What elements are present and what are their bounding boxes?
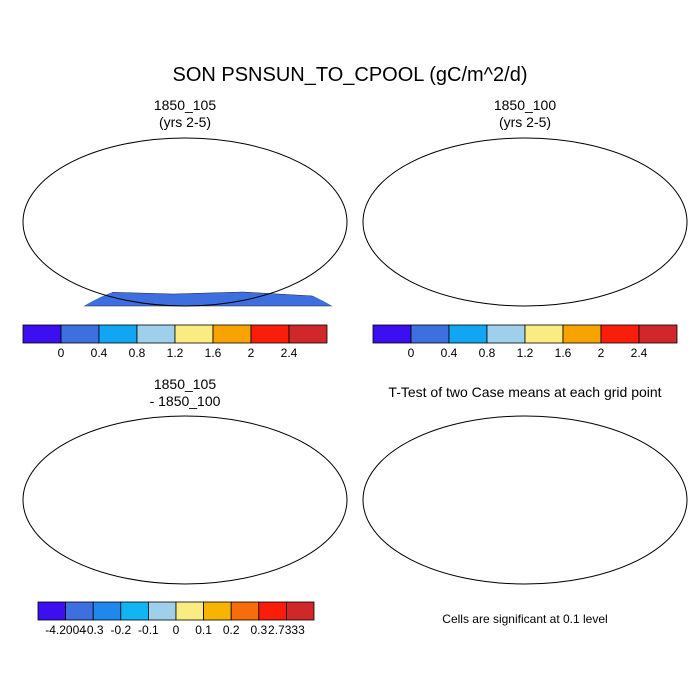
map-1-background — [23, 138, 347, 306]
colorbar-3-tick-label: 0.3 — [250, 623, 267, 637]
figure-title: SON PSNSUN_TO_CPOOL (gC/m^2/d) — [172, 64, 528, 86]
colorbar-1-swatch-4 — [174, 324, 214, 344]
colorbar-3-swatch-5 — [175, 601, 205, 621]
colorbar-3-tick-label: -0.1 — [138, 623, 159, 637]
antarctica — [46, 291, 344, 307]
colorbar-2-tick-label: 2.4 — [631, 346, 648, 360]
colorbar-3-swatch-8 — [258, 601, 287, 621]
colorbar-1-tick-label: 2 — [248, 346, 255, 360]
map-panel-3 — [22, 415, 348, 585]
colorbar-3-swatch-3 — [120, 601, 149, 621]
colorbar-3-tick-label: 2.7333 — [268, 623, 305, 637]
map-panel-2 — [362, 137, 688, 307]
colorbar-2-tick-label: 0 — [408, 346, 415, 360]
colorbar-2-tick-label: 0.8 — [479, 346, 496, 360]
colorbar-2-swatch-7 — [638, 324, 678, 344]
map-panel-4 — [362, 415, 688, 585]
map-1-outline — [22, 137, 348, 307]
panel-3-title: 1850_105 - 1850_100 — [20, 376, 350, 410]
map-3-background — [23, 416, 347, 584]
colorbar-1-tick-label: 2.4 — [281, 346, 298, 360]
map-4-outline — [362, 415, 688, 585]
colorbar-2-swatch-5 — [562, 324, 602, 344]
colorbar-1-swatch-0 — [22, 324, 62, 344]
colorbar-2-tick-label: 2 — [598, 346, 605, 360]
colorbar-1-tick-label: 0 — [58, 346, 65, 360]
colorbar-3-tick-label: -0.3 — [83, 623, 104, 637]
colorbar-3-tick-label: 0.1 — [195, 623, 212, 637]
colorbar-3-swatch-6 — [203, 601, 232, 621]
colorbar-1-swatch-7 — [288, 324, 328, 344]
map-4-background — [363, 416, 687, 584]
colorbar-panel-1: 0 0.4 0.8 1.2 1.6 2 2.4 — [22, 324, 328, 360]
colorbar-3-swatch-2 — [92, 601, 122, 621]
colorbar-3-tick-label: -0.2 — [110, 623, 131, 637]
colorbar-1-tick-label: 1.2 — [167, 346, 184, 360]
map-2-outline — [362, 137, 688, 307]
colorbar-2-tick-label: 1.2 — [517, 346, 534, 360]
panel-1-title: 1850_105 (yrs 2-5) — [20, 97, 350, 131]
panel-1-title-line2: (yrs 2-5) — [158, 114, 212, 130]
colorbar-2-swatch-6 — [600, 324, 640, 344]
panel-2-title-line1: 1850_100 — [493, 97, 557, 113]
colorbar-1-swatch-3 — [136, 324, 176, 344]
colorbar-difference: -4.2004-0.3 -0.2 -0.1 0 0.1 0.2 0.3 2.7333 — [37, 601, 315, 637]
colorbar-panel-2: 0 0.4 0.8 1.2 1.6 2 2.4 — [372, 324, 678, 360]
panel-2-title: 1850_100 (yrs 2-5) — [360, 97, 690, 131]
colorbar-1-tick-label: 0.4 — [91, 346, 108, 360]
panel-3-title-line2: - 1850_100 — [149, 393, 221, 409]
significant-cell — [618, 426, 620, 428]
colorbar-1-tick-label: 0.8 — [129, 346, 146, 360]
colorbar-3-tick-label: -4.2004 — [45, 623, 86, 637]
colorbar-1-tick-label: 1.6 — [205, 346, 222, 360]
colorbar-3-swatch-0 — [37, 601, 67, 621]
significance-note: Cells are significant at 0.1 level — [442, 612, 608, 626]
colorbar-3-swatch-1 — [65, 601, 94, 621]
colorbar-1-swatch-6 — [250, 324, 290, 344]
colorbar-1-swatch-2 — [98, 324, 138, 344]
colorbar-3-tick-label: 0.2 — [223, 623, 240, 637]
panel-2-title-line2: (yrs 2-5) — [498, 114, 552, 130]
colorbar-2-swatch-3 — [486, 324, 526, 344]
colorbar-3-swatch-7 — [230, 601, 260, 621]
colorbar-2-tick-label: 0.4 — [441, 346, 458, 360]
map-3-outline — [22, 415, 348, 585]
colorbar-2-swatch-0 — [372, 324, 412, 344]
colorbar-1-swatch-1 — [60, 324, 100, 344]
colorbar-3-tick-label: 0 — [173, 623, 180, 637]
panel-4-title: T-Test of two Case means at each grid po… — [388, 384, 662, 400]
colorbar-2-swatch-1 — [410, 324, 450, 344]
panel-1-title-line1: 1850_105 — [153, 97, 217, 113]
colorbar-1-swatch-5 — [212, 324, 252, 344]
panel-3-title-line1: 1850_105 — [153, 376, 217, 392]
colorbar-2-swatch-2 — [448, 324, 488, 344]
colorbar-2-tick-label: 1.6 — [555, 346, 572, 360]
colorbar-2-swatch-4 — [524, 324, 564, 344]
map-panel-1 — [22, 137, 348, 307]
colorbar-3-swatch-9 — [285, 601, 315, 621]
map-2-background — [363, 138, 687, 306]
colorbar-3-swatch-4 — [147, 601, 177, 621]
